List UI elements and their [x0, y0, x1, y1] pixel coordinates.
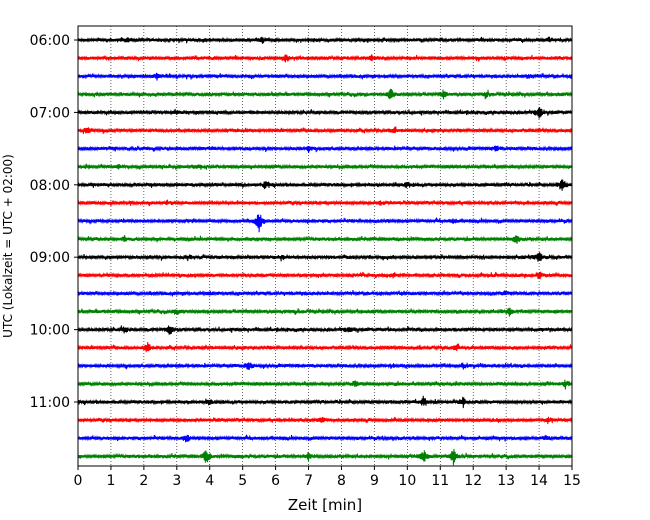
trace-row-1: [77, 54, 573, 63]
trace-row-7: [77, 163, 573, 171]
x-axis-ticks: 0 1 2 3 4 5 6 7 8 9 10 11 12 13 14 15: [74, 466, 581, 489]
x-tick-label-13: 13: [497, 473, 515, 489]
trace-row-6: [77, 145, 573, 153]
x-tick-label-12: 12: [464, 473, 482, 489]
trace-row-2: [77, 72, 573, 81]
x-tick-label-8: 8: [337, 473, 346, 489]
seismic-traces: [77, 36, 573, 466]
trace-row-20: [77, 395, 573, 409]
y-tick-label-11:00: 11:00: [30, 395, 70, 411]
trace-row-8: [77, 179, 573, 191]
y-tick-label-09:00: 09:00: [30, 250, 70, 266]
trace-row-4: [77, 106, 573, 119]
y-axis-label: UTC (Lokalzeit = UTC + 02:00): [1, 154, 15, 338]
x-tick-label-9: 9: [370, 473, 379, 489]
trace-row-12: [77, 252, 573, 262]
trace-row-17: [77, 342, 573, 353]
y-tick-label-06:00: 06:00: [30, 33, 70, 49]
trace-row-5: [77, 126, 573, 135]
y-tick-label-08:00: 08:00: [30, 178, 70, 194]
trace-row-10: [77, 214, 573, 233]
trace-row-15: [77, 307, 573, 317]
trace-row-22: [77, 434, 573, 443]
y-tick-label-10:00: 10:00: [30, 323, 70, 339]
trace-row-18: [77, 362, 573, 371]
x-tick-label-2: 2: [139, 473, 148, 489]
trace-row-0: [77, 36, 573, 44]
trace-row-3: [77, 88, 573, 100]
x-tick-label-3: 3: [172, 473, 181, 489]
y-tick-label-07:00: 07:00: [30, 105, 70, 121]
trace-row-13: [77, 271, 573, 280]
x-tick-label-6: 6: [271, 473, 280, 489]
trace-row-9: [77, 199, 573, 207]
x-tick-label-0: 0: [74, 473, 83, 489]
x-tick-label-14: 14: [530, 473, 548, 489]
x-axis-label: Zeit [min]: [288, 496, 362, 514]
grid-lines: [110, 26, 540, 466]
trace-row-23: [77, 448, 573, 466]
x-tick-label-15: 15: [563, 473, 581, 489]
trace-row-19: [77, 379, 573, 390]
x-tick-label-10: 10: [398, 473, 416, 489]
x-tick-label-5: 5: [238, 473, 247, 489]
trace-row-21: [77, 416, 573, 425]
y-axis-ticks: 06:00 07:00 08:00 09:00 10:00 11:00: [30, 33, 78, 411]
x-tick-label-7: 7: [304, 473, 313, 489]
x-tick-label-11: 11: [431, 473, 449, 489]
trace-row-16: [77, 325, 573, 335]
trace-row-14: [77, 290, 573, 297]
trace-row-11: [77, 235, 573, 244]
x-tick-label-1: 1: [106, 473, 115, 489]
plot-area-frame: [77, 25, 573, 467]
x-tick-label-4: 4: [205, 473, 214, 489]
